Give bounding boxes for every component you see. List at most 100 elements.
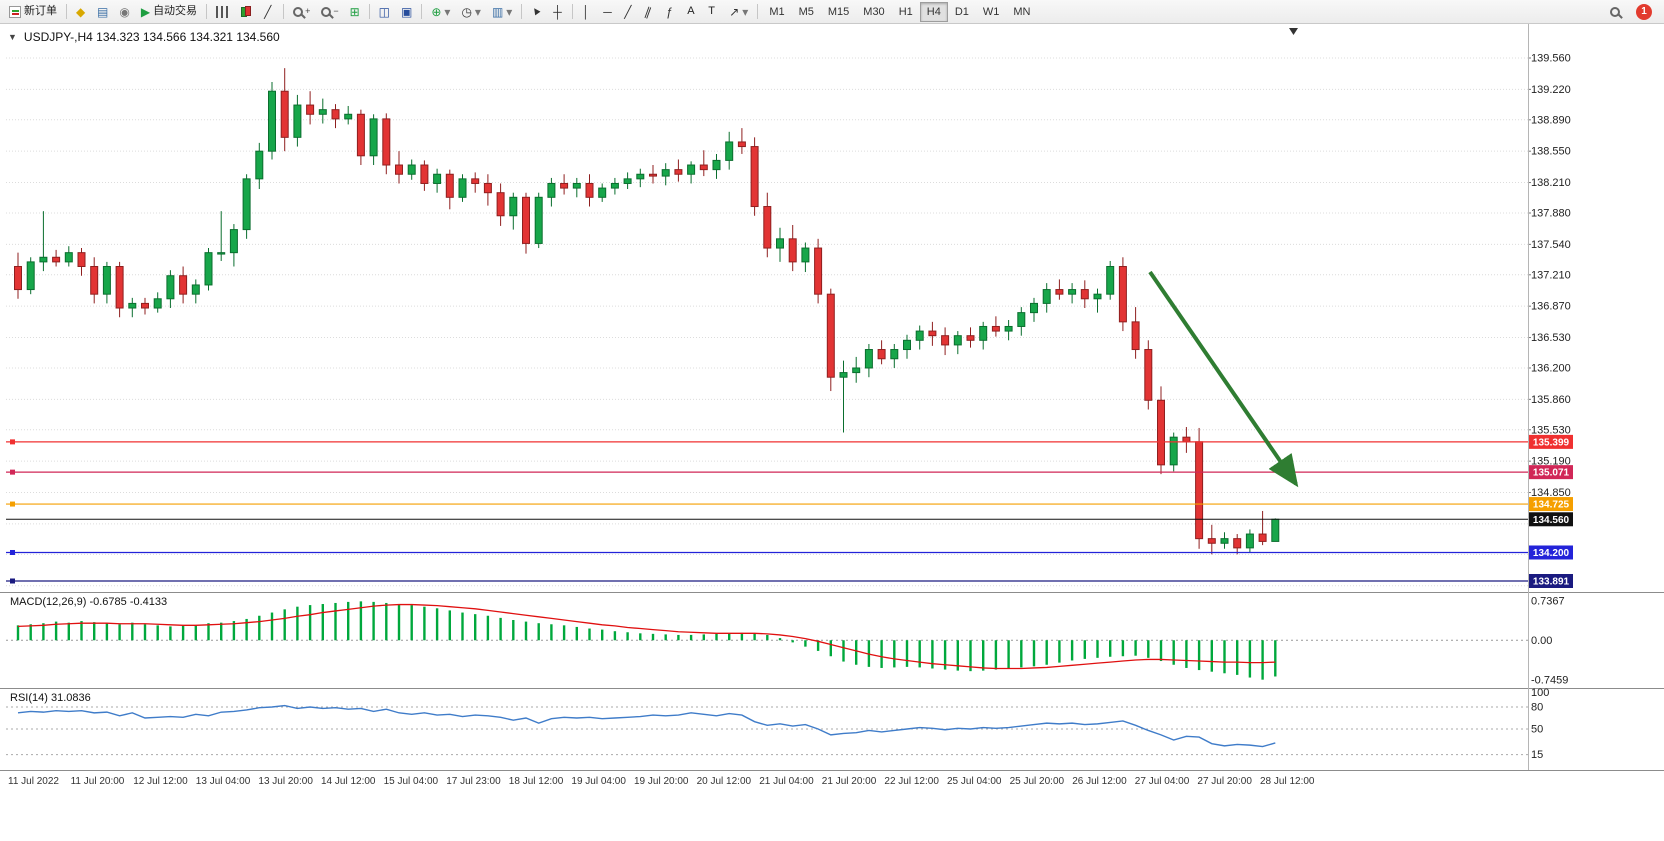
hline-handle[interactable]: [10, 549, 15, 555]
candle: [991, 325, 1000, 332]
macd-axis-label: -0.7459: [1531, 674, 1568, 686]
macd-signal-line: [17, 603, 1276, 670]
templates-button[interactable]: ▥ ▾: [487, 2, 517, 22]
candle: [90, 265, 99, 295]
notification-badge[interactable]: 1: [1636, 3, 1652, 20]
timeframe-m30[interactable]: M30: [856, 2, 891, 22]
timeframe-m1[interactable]: M1: [762, 2, 791, 22]
candle: [483, 182, 492, 194]
arrows-tool-button[interactable]: ↗ ▾: [724, 2, 753, 22]
time-axis-label: 15 Jul 04:00: [383, 776, 439, 787]
text-tool-button[interactable]: A: [682, 2, 702, 22]
toolbar-separator: [521, 4, 523, 19]
new-order-label: 新订单: [24, 5, 57, 17]
chart-title-bar: ▼ USDJPY-,H4 134.323 134.566 134.321 134…: [8, 30, 280, 44]
candle: [242, 178, 251, 231]
candle: [649, 173, 657, 177]
toolbar-separator: [757, 4, 759, 19]
timeframe-w1[interactable]: W1: [976, 2, 1007, 22]
trendline-icon: ╱: [624, 4, 632, 19]
candle: [801, 247, 810, 263]
indicators-button[interactable]: ⊕ ▾: [426, 2, 455, 22]
hline-135399[interactable]: 135.399: [6, 434, 1573, 449]
rsi-axis-label: 50: [1531, 724, 1543, 736]
time-axis-label: 25 Jul 20:00: [1009, 776, 1065, 787]
price-axis-label: 139.560: [1531, 53, 1571, 65]
hline-handle[interactable]: [10, 439, 15, 445]
time-axis[interactable]: 11 Jul 2022 11 Jul 20:00 12 Jul 12:00 13 Ju…: [0, 772, 1664, 792]
candle: [534, 196, 543, 244]
label-tool-icon: T: [708, 5, 715, 17]
hline-handle[interactable]: [10, 501, 15, 507]
timeframe-mn[interactable]: MN: [1006, 2, 1037, 22]
hline-handle[interactable]: [10, 469, 15, 475]
auto-trading-button[interactable]: ▶ 自动交易: [136, 2, 202, 22]
chart-canvas[interactable]: 139.560 139.220 138.890 138.550 138.210 137.8…: [0, 24, 1664, 841]
metaeditor-button[interactable]: ◆: [71, 2, 91, 22]
candle: [737, 141, 746, 148]
candle: [1144, 349, 1153, 401]
candle: [255, 150, 264, 180]
zoom-in-icon: [293, 6, 304, 17]
collapse-icon[interactable]: ▼: [8, 32, 17, 42]
arrange-windows-button[interactable]: ◫: [374, 2, 395, 22]
candle: [141, 302, 149, 309]
horizontal-line-tool-button[interactable]: ─: [598, 2, 618, 22]
hline-134725[interactable]: 134.725: [6, 497, 1573, 512]
timeframe-h1[interactable]: H1: [892, 2, 920, 22]
crosshair-tool-button[interactable]: ┼: [548, 2, 568, 22]
timeframe-d1[interactable]: D1: [948, 2, 976, 22]
time-axis-label: 21 Jul 04:00: [759, 776, 814, 787]
candle: [750, 146, 759, 208]
price-badge-label: 133.891: [1533, 576, 1570, 587]
cascade-windows-button[interactable]: ▣: [396, 2, 417, 22]
arrow-shape-icon: ↗: [729, 4, 740, 19]
time-axis-label: 26 Jul 12:00: [1072, 776, 1127, 787]
fibonacci-tool-button[interactable]: ƒ: [661, 2, 681, 22]
channel-tool-button[interactable]: ∥: [640, 2, 660, 22]
candle-chart-mode-button[interactable]: [234, 2, 258, 22]
candle: [166, 275, 175, 300]
timeframe-m15[interactable]: M15: [821, 2, 856, 22]
candle: [433, 173, 442, 184]
hline-135071[interactable]: 135.071: [6, 465, 1573, 480]
hline-handle[interactable]: [10, 578, 15, 584]
timeframe-m5[interactable]: M5: [792, 2, 821, 22]
new-order-button[interactable]: 新订单: [4, 2, 62, 22]
price-badge: [1529, 573, 1573, 588]
line-chart-mode-button[interactable]: ╱: [259, 2, 279, 22]
hline-133891[interactable]: 133.891: [6, 573, 1573, 588]
price-badge: [1529, 465, 1573, 480]
candle: [903, 339, 911, 351]
trend-arrow[interactable]: [1148, 270, 1299, 488]
navigator-button[interactable]: ◉: [114, 2, 134, 22]
toolbar-separator: [206, 4, 208, 19]
candle: [52, 256, 61, 263]
label-tool-button[interactable]: T: [703, 2, 723, 22]
rsi-axis-label: 100: [1531, 687, 1549, 699]
hline-134200[interactable]: 134.200: [6, 545, 1573, 560]
cursor-tool-button[interactable]: ▲: [526, 2, 547, 22]
zoom-out-button[interactable]: −: [316, 2, 343, 22]
candle: [1004, 325, 1013, 332]
vertical-line-tool-button[interactable]: │: [577, 2, 597, 22]
periods-button[interactable]: ◷ ▾: [456, 2, 486, 22]
navigator-icon: ◉: [119, 4, 130, 19]
candlestick-chart-icon: [239, 5, 253, 18]
candle: [1106, 265, 1115, 295]
trendline-tool-button[interactable]: ╱: [619, 2, 639, 22]
candle: [623, 178, 632, 184]
zoom-in-button[interactable]: +: [288, 2, 315, 22]
candle: [369, 118, 378, 157]
candle: [204, 252, 213, 286]
market-watch-button[interactable]: ▤: [92, 2, 113, 22]
candle: [852, 367, 861, 374]
chart-shift-marker[interactable]: [1289, 28, 1298, 35]
search-button[interactable]: [1605, 2, 1625, 22]
bar-chart-mode-button[interactable]: [211, 2, 233, 22]
candle: [776, 238, 784, 249]
candle: [64, 252, 73, 263]
timeframe-h4[interactable]: H4: [919, 1, 948, 22]
tile-windows-button[interactable]: ⊞: [345, 2, 365, 22]
chevron-down-icon: ▾: [444, 4, 451, 19]
